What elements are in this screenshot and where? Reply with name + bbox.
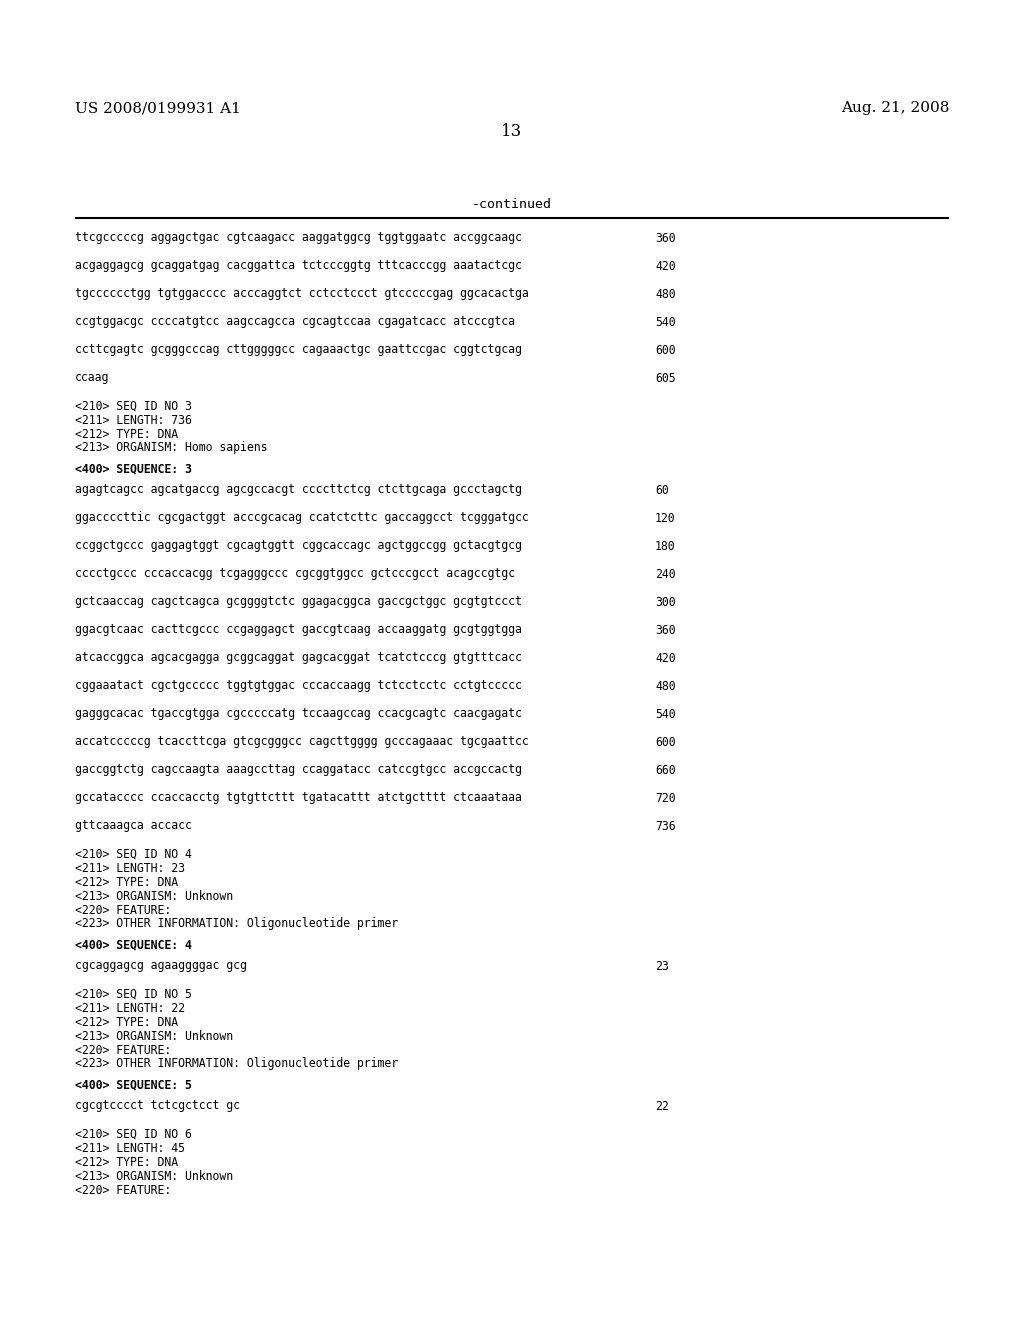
Text: 660: 660	[655, 763, 676, 776]
Text: gccatacccc ccaccacctg tgtgttcttt tgatacattt atctgctttt ctcaaataaa: gccatacccc ccaccacctg tgtgttcttt tgataca…	[75, 792, 522, 804]
Text: <210> SEQ ID NO 5: <210> SEQ ID NO 5	[75, 987, 191, 1001]
Text: gaccggtctg cagccaagta aaagccttag ccaggatacc catccgtgcc accgccactg: gaccggtctg cagccaagta aaagccttag ccaggat…	[75, 763, 522, 776]
Text: <223> OTHER INFORMATION: Oligonucleotide primer: <223> OTHER INFORMATION: Oligonucleotide…	[75, 1057, 398, 1071]
Text: 360: 360	[655, 623, 676, 636]
Text: ccggctgccc gaggagtggt cgcagtggtt cggcaccagc agctggccgg gctacgtgcg: ccggctgccc gaggagtggt cgcagtggtt cggcacc…	[75, 540, 522, 553]
Text: <212> TYPE: DNA: <212> TYPE: DNA	[75, 875, 178, 888]
Text: accatcccccg tcaccttcga gtcgcgggcc cagcttgggg gcccagaaac tgcgaattcc: accatcccccg tcaccttcga gtcgcgggcc cagctt…	[75, 735, 528, 748]
Text: 60: 60	[655, 483, 669, 496]
Text: 540: 540	[655, 315, 676, 329]
Text: <211> LENGTH: 22: <211> LENGTH: 22	[75, 1002, 185, 1015]
Text: <213> ORGANISM: Homo sapiens: <213> ORGANISM: Homo sapiens	[75, 441, 267, 454]
Text: <220> FEATURE:: <220> FEATURE:	[75, 1044, 171, 1056]
Text: 600: 600	[655, 343, 676, 356]
Text: gttcaaagca accacc: gttcaaagca accacc	[75, 820, 191, 833]
Text: 360: 360	[655, 231, 676, 244]
Text: ggaccccttic cgcgactggt acccgcacag ccatctcttc gaccaggcct tcgggatgcc: ggaccccttic cgcgactggt acccgcacag ccatct…	[75, 511, 528, 524]
Text: <400> SEQUENCE: 4: <400> SEQUENCE: 4	[75, 939, 191, 952]
Text: 720: 720	[655, 792, 676, 804]
Text: <220> FEATURE:: <220> FEATURE:	[75, 1184, 171, 1196]
Text: tgcccccctgg tgtggacccc acccaggtct cctcctccct gtcccccgag ggcacactga: tgcccccctgg tgtggacccc acccaggtct cctcct…	[75, 288, 528, 301]
Text: ccaag: ccaag	[75, 371, 110, 384]
Text: -continued: -continued	[472, 198, 552, 211]
Text: <213> ORGANISM: Unknown: <213> ORGANISM: Unknown	[75, 890, 233, 903]
Text: <400> SEQUENCE: 3: <400> SEQUENCE: 3	[75, 462, 191, 475]
Text: <211> LENGTH: 45: <211> LENGTH: 45	[75, 1142, 185, 1155]
Text: 22: 22	[655, 1100, 669, 1113]
Text: agagtcagcc agcatgaccg agcgccacgt ccccttctcg ctcttgcaga gccctagctg: agagtcagcc agcatgaccg agcgccacgt ccccttc…	[75, 483, 522, 496]
Text: cgcaggagcg agaaggggac gcg: cgcaggagcg agaaggggac gcg	[75, 960, 247, 973]
Text: acgaggagcg gcaggatgag cacggattca tctcccggtg tttcacccgg aaatactcgc: acgaggagcg gcaggatgag cacggattca tctcccg…	[75, 260, 522, 272]
Text: gctcaaccag cagctcagca gcggggtctc ggagacggca gaccgctggc gcgtgtccct: gctcaaccag cagctcagca gcggggtctc ggagacg…	[75, 595, 522, 609]
Text: atcaccggca agcacgagga gcggcaggat gagcacggat tcatctcccg gtgtttcacc: atcaccggca agcacgagga gcggcaggat gagcacg…	[75, 652, 522, 664]
Text: <210> SEQ ID NO 3: <210> SEQ ID NO 3	[75, 400, 191, 412]
Text: 300: 300	[655, 595, 676, 609]
Text: US 2008/0199931 A1: US 2008/0199931 A1	[75, 102, 241, 115]
Text: 420: 420	[655, 652, 676, 664]
Text: <210> SEQ ID NO 6: <210> SEQ ID NO 6	[75, 1127, 191, 1140]
Text: cggaaatact cgctgccccc tggtgtggac cccaccaagg tctcctcctc cctgtccccc: cggaaatact cgctgccccc tggtgtggac cccacca…	[75, 680, 522, 693]
Text: gagggcacac tgaccgtgga cgcccccatg tccaagccag ccacgcagtc caacgagatc: gagggcacac tgaccgtgga cgcccccatg tccaagc…	[75, 708, 522, 721]
Text: ccgtggacgc ccccatgtcc aagccagcca cgcagtccaa cgagatcacc atcccgtca: ccgtggacgc ccccatgtcc aagccagcca cgcagtc…	[75, 315, 515, 329]
Text: 240: 240	[655, 568, 676, 581]
Text: 736: 736	[655, 820, 676, 833]
Text: <210> SEQ ID NO 4: <210> SEQ ID NO 4	[75, 847, 191, 861]
Text: 480: 480	[655, 288, 676, 301]
Text: 120: 120	[655, 511, 676, 524]
Text: 180: 180	[655, 540, 676, 553]
Text: <212> TYPE: DNA: <212> TYPE: DNA	[75, 1155, 178, 1168]
Text: 605: 605	[655, 371, 676, 384]
Text: <213> ORGANISM: Unknown: <213> ORGANISM: Unknown	[75, 1030, 233, 1043]
Text: 480: 480	[655, 680, 676, 693]
Text: <211> LENGTH: 23: <211> LENGTH: 23	[75, 862, 185, 874]
Text: 420: 420	[655, 260, 676, 272]
Text: <400> SEQUENCE: 5: <400> SEQUENCE: 5	[75, 1078, 191, 1092]
Text: 540: 540	[655, 708, 676, 721]
Text: Aug. 21, 2008: Aug. 21, 2008	[841, 102, 949, 115]
Text: ggacgtcaac cacttcgccc ccgaggagct gaccgtcaag accaaggatg gcgtggtgga: ggacgtcaac cacttcgccc ccgaggagct gaccgtc…	[75, 623, 522, 636]
Text: ccttcgagtc gcgggcccag cttgggggcc cagaaactgc gaattccgac cggtctgcag: ccttcgagtc gcgggcccag cttgggggcc cagaaac…	[75, 343, 522, 356]
Text: cgcgtcccct tctcgctcct gc: cgcgtcccct tctcgctcct gc	[75, 1100, 240, 1113]
Text: 13: 13	[502, 124, 522, 140]
Text: 23: 23	[655, 960, 669, 973]
Text: <212> TYPE: DNA: <212> TYPE: DNA	[75, 428, 178, 441]
Text: cccctgccc cccaccacgg tcgagggccc cgcggtggcc gctcccgcct acagccgtgc: cccctgccc cccaccacgg tcgagggccc cgcggtgg…	[75, 568, 515, 581]
Text: <220> FEATURE:: <220> FEATURE:	[75, 903, 171, 916]
Text: <223> OTHER INFORMATION: Oligonucleotide primer: <223> OTHER INFORMATION: Oligonucleotide…	[75, 917, 398, 931]
Text: <212> TYPE: DNA: <212> TYPE: DNA	[75, 1015, 178, 1028]
Text: <213> ORGANISM: Unknown: <213> ORGANISM: Unknown	[75, 1170, 233, 1183]
Text: ttcgcccccg aggagctgac cgtcaagacc aaggatggcg tggtggaatc accggcaagc: ttcgcccccg aggagctgac cgtcaagacc aaggatg…	[75, 231, 522, 244]
Text: 600: 600	[655, 735, 676, 748]
Text: <211> LENGTH: 736: <211> LENGTH: 736	[75, 413, 191, 426]
